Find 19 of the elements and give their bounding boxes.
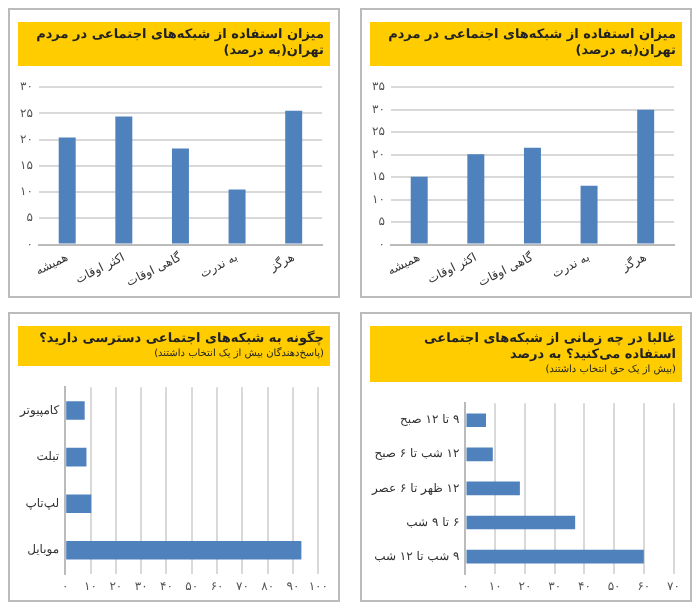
bar (66, 400, 85, 420)
bar (66, 447, 87, 467)
bar (466, 446, 493, 461)
bar (66, 540, 302, 560)
bar (58, 136, 76, 243)
bar (66, 493, 92, 513)
bar (523, 147, 541, 243)
bar (580, 184, 598, 243)
bar (466, 480, 520, 495)
bar (410, 175, 428, 243)
bar (637, 108, 655, 243)
bar (466, 548, 644, 563)
bar (285, 109, 303, 243)
bar (115, 115, 133, 243)
bar (467, 153, 485, 243)
bar (171, 147, 189, 243)
bar (466, 514, 576, 529)
bar (466, 412, 486, 427)
bar (228, 188, 246, 243)
